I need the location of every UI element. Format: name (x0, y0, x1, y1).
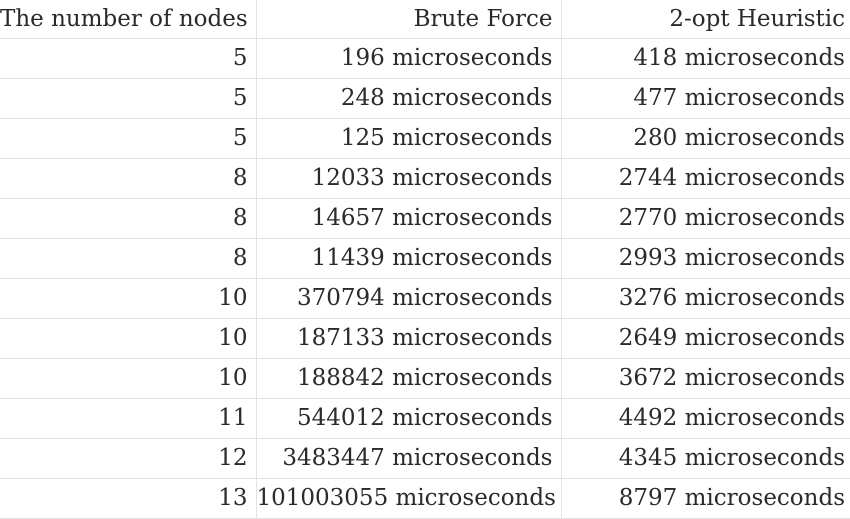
cell-nodes: 10 (0, 278, 257, 319)
header-brute-force: Brute Force (256, 0, 562, 39)
cell-brute-force: 544012 microseconds (256, 398, 562, 439)
table-row: 5 125 microseconds 280 microseconds (0, 118, 850, 159)
cell-2opt: 280 microseconds (561, 118, 850, 159)
table-header: The number of nodes Brute Force 2-opt He… (0, 0, 850, 39)
table-row: 10 187133 microseconds 2649 microseconds (0, 318, 850, 359)
cell-2opt: 2770 microseconds (561, 198, 850, 239)
cell-2opt: 8797 microseconds (561, 478, 850, 519)
cell-brute-force: 14657 microseconds (256, 198, 562, 239)
cell-nodes: 10 (0, 358, 257, 399)
cell-2opt: 4492 microseconds (561, 398, 850, 439)
cell-nodes: 5 (0, 118, 257, 159)
cell-brute-force: 11439 microseconds (256, 238, 562, 279)
cell-brute-force: 187133 microseconds (256, 318, 562, 359)
table-body: 5 196 microseconds 418 microseconds 5 24… (0, 38, 850, 519)
header-2opt: 2-opt Heuristic (561, 0, 850, 39)
cell-2opt: 3276 microseconds (561, 278, 850, 319)
cell-nodes: 11 (0, 398, 257, 439)
cell-brute-force: 370794 microseconds (256, 278, 562, 319)
cell-nodes: 8 (0, 158, 257, 199)
table-row: 12 3483447 microseconds 4345 microsecond… (0, 438, 850, 479)
cell-nodes: 5 (0, 38, 257, 79)
table-row: 11 544012 microseconds 4492 microseconds (0, 398, 850, 439)
header-row: The number of nodes Brute Force 2-opt He… (0, 0, 850, 39)
table-row: 5 196 microseconds 418 microseconds (0, 38, 850, 79)
cell-2opt: 418 microseconds (561, 38, 850, 79)
cell-brute-force: 101003055 microseconds (256, 478, 562, 519)
cell-brute-force: 125 microseconds (256, 118, 562, 159)
table-row: 8 12033 microseconds 2744 microseconds (0, 158, 850, 199)
cell-nodes: 10 (0, 318, 257, 359)
cell-brute-force: 196 microseconds (256, 38, 562, 79)
table-row: 5 248 microseconds 477 microseconds (0, 78, 850, 119)
cell-2opt: 477 microseconds (561, 78, 850, 119)
table-row: 13 101003055 microseconds 8797 microseco… (0, 478, 850, 519)
cell-2opt: 2744 microseconds (561, 158, 850, 199)
cell-brute-force: 248 microseconds (256, 78, 562, 119)
cell-2opt: 2649 microseconds (561, 318, 850, 359)
table-row: 8 11439 microseconds 2993 microseconds (0, 238, 850, 279)
cell-brute-force: 12033 microseconds (256, 158, 562, 199)
cell-nodes: 8 (0, 198, 257, 239)
cell-2opt: 3672 microseconds (561, 358, 850, 399)
cell-nodes: 13 (0, 478, 257, 519)
cell-2opt: 4345 microseconds (561, 438, 850, 479)
cell-brute-force: 3483447 microseconds (256, 438, 562, 479)
cell-2opt: 2993 microseconds (561, 238, 850, 279)
cell-nodes: 8 (0, 238, 257, 279)
cell-brute-force: 188842 microseconds (256, 358, 562, 399)
table-row: 10 188842 microseconds 3672 microseconds (0, 358, 850, 399)
table-row: 8 14657 microseconds 2770 microseconds (0, 198, 850, 239)
table-row: 10 370794 microseconds 3276 microseconds (0, 278, 850, 319)
cell-nodes: 12 (0, 438, 257, 479)
cell-nodes: 5 (0, 78, 257, 119)
header-nodes: The number of nodes (0, 0, 257, 39)
